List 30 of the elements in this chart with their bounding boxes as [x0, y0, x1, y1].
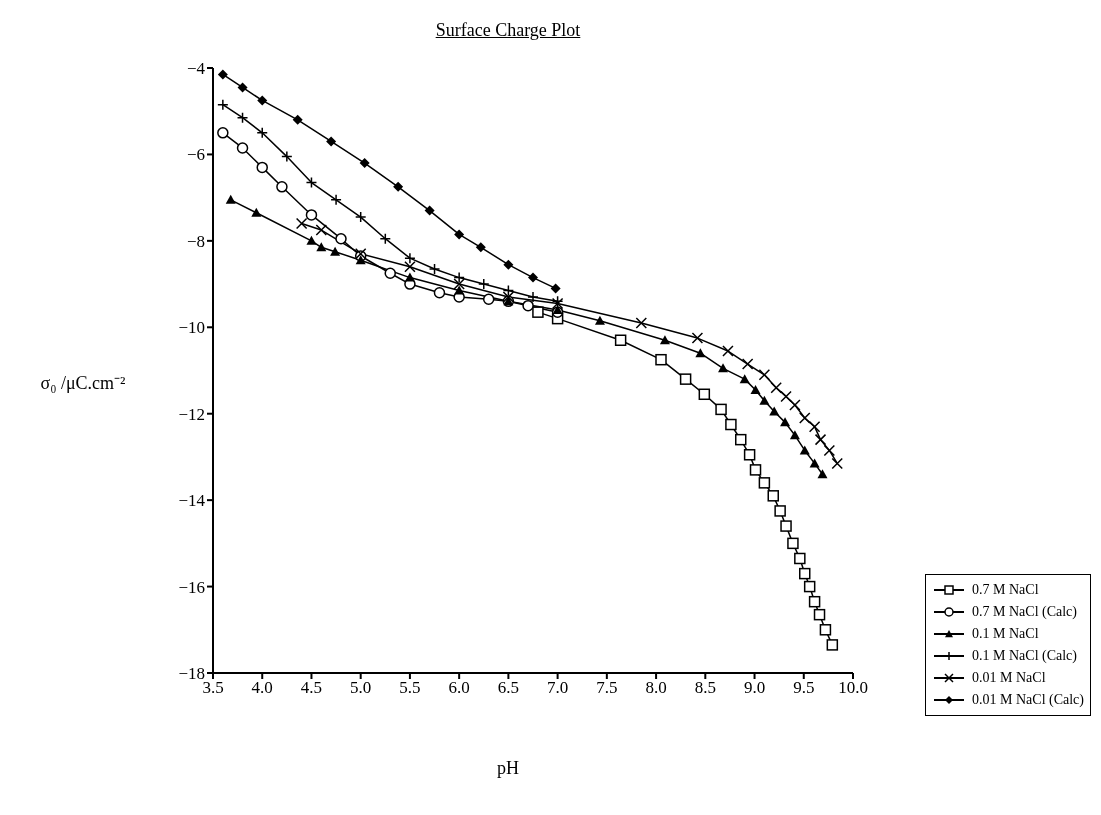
legend-label: 0.01 M NaCl (Calc): [972, 692, 1084, 708]
x-tick-label: 9.0: [743, 678, 766, 698]
x-tick-label: 6.5: [497, 678, 520, 698]
x-tick-label: 4.0: [251, 678, 273, 698]
x-tick-label: 8.5: [694, 678, 716, 698]
y-tick-label: −12: [178, 404, 205, 424]
y-tick-label: −10: [178, 318, 205, 338]
x-axis-title: pH: [496, 758, 520, 779]
legend-label: 0.7 M NaCl (Calc): [972, 604, 1077, 620]
x-tick-label: 4.5: [300, 678, 323, 698]
y-axis-title: σ₀ /μC.cm⁻²: [39, 372, 127, 395]
x-tick-label: 9.5: [793, 678, 815, 698]
legend-label: 0.1 M NaCl (Calc): [972, 648, 1077, 664]
y-tick-label: −6: [186, 145, 205, 165]
x-tick-label: 7.0: [546, 678, 569, 698]
y-tick-label: −14: [178, 491, 206, 511]
x-tick-label: 10.0: [838, 678, 868, 698]
y-tick-label: −8: [186, 231, 205, 251]
x-tick-label: 7.5: [596, 678, 618, 698]
y-tick-label: −4: [186, 59, 206, 79]
x-tick-label: 5.0: [350, 678, 372, 698]
x-tick-label: 6.0: [448, 678, 470, 698]
legend-label: 0.01 M NaCl: [972, 670, 1046, 686]
x-tick-label: 8.0: [645, 678, 667, 698]
y-tick-label: −16: [178, 577, 205, 597]
x-tick-label: 3.5: [202, 678, 224, 698]
legend-label: 0.1 M NaCl: [972, 626, 1039, 642]
x-tick-label: 5.5: [399, 678, 421, 698]
legend-label: 0.7 M NaCl: [972, 582, 1039, 598]
chart-title: Surface Charge Plot: [434, 20, 582, 41]
